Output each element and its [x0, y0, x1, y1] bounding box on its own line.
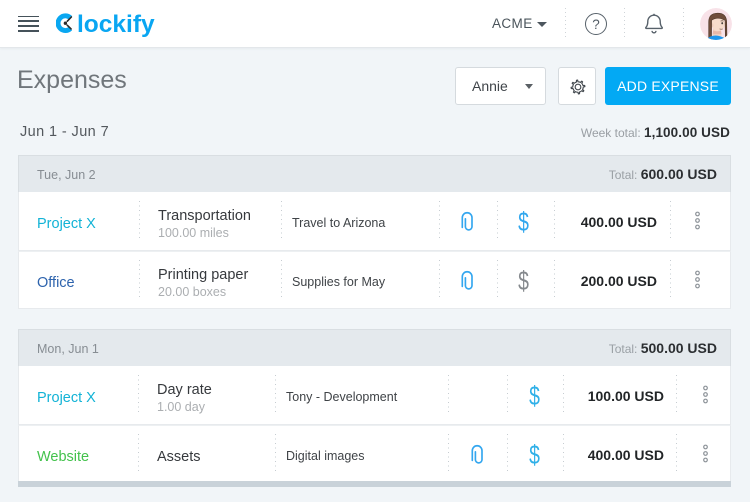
svg-text:lockify: lockify: [77, 11, 155, 38]
